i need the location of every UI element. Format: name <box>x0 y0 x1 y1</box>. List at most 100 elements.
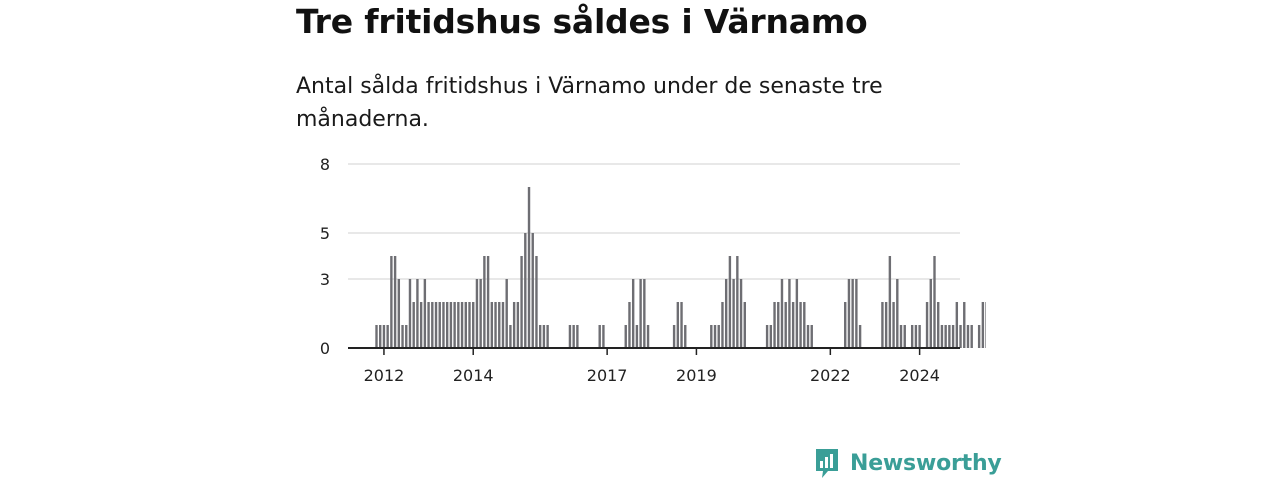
bar <box>631 279 635 348</box>
bar <box>449 302 453 348</box>
bar <box>598 325 601 348</box>
bar <box>520 256 523 348</box>
bar <box>903 325 906 348</box>
bar <box>624 325 627 348</box>
bar <box>672 325 676 348</box>
chart-card: Tre fritidshus såldes i Värnamo Antal så… <box>296 0 1002 480</box>
bar <box>494 302 497 348</box>
bar <box>475 279 479 348</box>
bar <box>933 256 936 348</box>
y-tick-label: 5 <box>320 224 330 243</box>
bar <box>910 325 914 348</box>
bar <box>375 325 378 348</box>
bar <box>795 279 799 348</box>
bar <box>899 325 903 348</box>
bar <box>643 279 646 348</box>
bar <box>810 325 813 348</box>
x-tick-label: 2012 <box>364 366 405 385</box>
bar <box>970 325 973 348</box>
bar <box>412 302 415 348</box>
bar <box>736 256 739 348</box>
bar <box>780 279 784 348</box>
bar <box>684 325 687 348</box>
bar <box>799 302 802 348</box>
bar <box>438 302 441 348</box>
bar <box>944 325 947 348</box>
bar <box>966 325 970 348</box>
bar <box>423 279 427 348</box>
bar <box>884 302 888 348</box>
brand-logo: Newsworthy <box>814 446 1002 480</box>
bar <box>568 325 572 348</box>
bar <box>914 325 918 348</box>
bar <box>401 325 404 348</box>
bar <box>951 325 955 348</box>
y-tick-label: 3 <box>320 270 330 289</box>
bar <box>524 233 527 348</box>
brand-name: Newsworthy <box>850 450 1002 476</box>
bar <box>773 302 776 348</box>
bar <box>457 302 460 348</box>
bar <box>531 233 534 348</box>
bar <box>788 279 791 348</box>
bar <box>538 325 542 348</box>
bar <box>468 302 471 348</box>
bar <box>379 325 382 348</box>
x-tick-label: 2014 <box>453 366 494 385</box>
bar <box>724 279 728 348</box>
bar <box>948 325 951 348</box>
bar <box>535 256 538 348</box>
bar <box>635 325 639 348</box>
bar <box>959 325 962 348</box>
bar <box>509 325 512 348</box>
bar <box>490 302 494 348</box>
bar <box>572 325 575 348</box>
bar <box>721 302 724 348</box>
bar <box>892 302 895 348</box>
bar <box>382 325 386 348</box>
bar <box>955 302 959 348</box>
bar <box>390 256 393 348</box>
bar <box>918 325 921 348</box>
bar <box>896 279 899 348</box>
bar <box>464 302 467 348</box>
bar <box>542 325 546 348</box>
bar <box>546 325 549 348</box>
bar <box>460 302 464 348</box>
bar <box>408 279 412 348</box>
bar <box>527 187 531 348</box>
bar <box>512 302 516 348</box>
bar <box>472 302 475 348</box>
bar <box>501 302 505 348</box>
bar <box>791 302 795 348</box>
bar <box>847 279 851 348</box>
bar <box>393 256 397 348</box>
bar <box>977 325 981 348</box>
bar <box>386 325 389 348</box>
bar <box>498 302 501 348</box>
x-tick-label: 2024 <box>899 366 940 385</box>
bar <box>453 302 456 348</box>
bar <box>710 325 713 348</box>
bar <box>728 256 732 348</box>
bar <box>434 302 438 348</box>
chart-subtitle: Antal sålda fritidshus i Värnamo under d… <box>296 74 883 132</box>
bar <box>628 302 631 348</box>
bar <box>743 302 746 348</box>
bar <box>405 325 408 348</box>
bar <box>505 279 508 348</box>
bar <box>486 256 490 348</box>
bar <box>784 302 787 348</box>
bar <box>765 325 769 348</box>
bar <box>576 325 579 348</box>
bar <box>851 279 854 348</box>
bar <box>844 302 847 348</box>
bar <box>680 302 683 348</box>
bar <box>416 279 419 348</box>
bar <box>676 302 680 348</box>
bar <box>516 302 520 348</box>
bar <box>855 279 858 348</box>
bar <box>769 325 773 348</box>
bar <box>981 302 985 348</box>
y-tick-label: 0 <box>320 339 330 358</box>
